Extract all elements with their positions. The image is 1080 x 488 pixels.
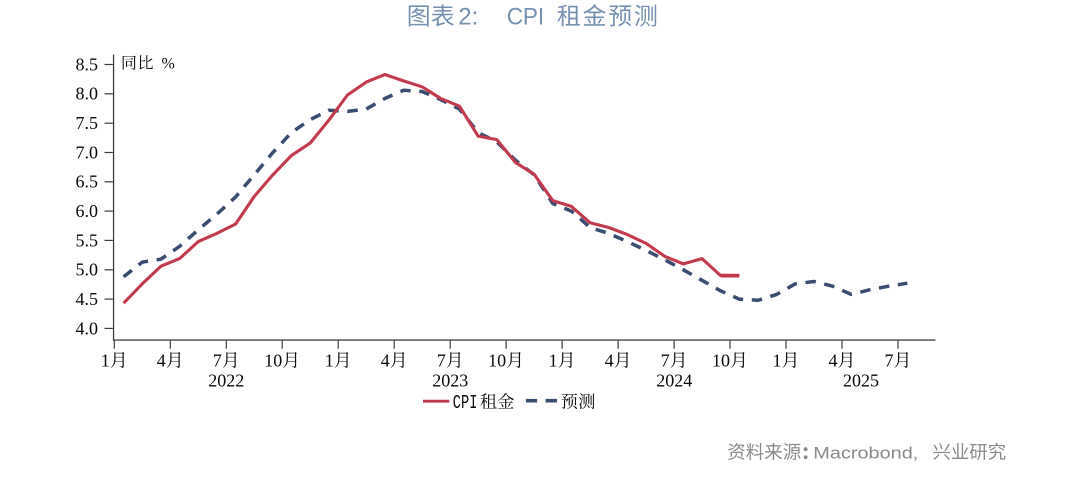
svg-text:10: 10	[488, 351, 506, 371]
svg-text:Macrobond,: Macrobond,	[813, 443, 918, 462]
svg-text:1: 1	[101, 351, 110, 371]
svg-text:7: 7	[213, 351, 222, 371]
svg-text:8.0: 8.0	[76, 84, 99, 104]
svg-text:CPI: CPI	[507, 4, 545, 31]
svg-text:CPI: CPI	[453, 392, 478, 414]
svg-text:4: 4	[381, 351, 390, 371]
svg-text:10: 10	[264, 351, 282, 371]
svg-text:4: 4	[605, 351, 614, 371]
svg-text:7: 7	[661, 351, 670, 371]
svg-text:10: 10	[712, 351, 730, 371]
svg-text:7.0: 7.0	[76, 142, 99, 162]
svg-text:7.5: 7.5	[76, 113, 99, 133]
svg-text:2024: 2024	[656, 370, 692, 390]
svg-text:7: 7	[437, 351, 446, 371]
svg-text:5.0: 5.0	[76, 260, 99, 280]
svg-text:%: %	[162, 56, 175, 73]
svg-text:4: 4	[157, 351, 166, 371]
svg-text:1: 1	[325, 351, 334, 371]
svg-text:4.0: 4.0	[76, 318, 99, 338]
svg-text:4: 4	[829, 351, 838, 371]
svg-text:4.5: 4.5	[76, 289, 99, 309]
svg-text:2022: 2022	[208, 370, 244, 390]
svg-text:6.0: 6.0	[76, 201, 99, 221]
svg-text:1: 1	[773, 351, 782, 371]
svg-text:5.5: 5.5	[76, 230, 99, 250]
svg-text:8.5: 8.5	[76, 54, 99, 74]
svg-text:6.5: 6.5	[76, 172, 99, 192]
svg-text:7: 7	[885, 351, 894, 371]
svg-text:2023: 2023	[432, 370, 468, 390]
svg-text:2:: 2:	[458, 4, 478, 31]
svg-text:1: 1	[549, 351, 558, 371]
svg-text:2025: 2025	[843, 370, 879, 390]
